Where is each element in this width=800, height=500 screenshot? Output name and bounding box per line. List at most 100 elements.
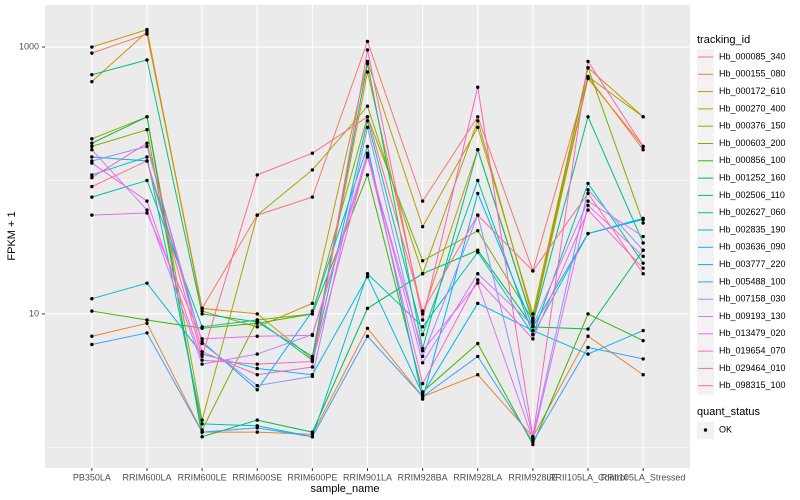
data-point [420,361,425,365]
data-point [90,195,94,199]
data-point [145,178,149,183]
data-point [310,168,315,172]
data-point [641,357,645,361]
data-point [200,309,204,313]
data-point [641,261,645,265]
data-point [476,281,480,285]
data-point [90,155,94,159]
data-point [476,354,480,359]
data-point [90,73,94,77]
data-point [641,266,645,270]
data-point [145,58,149,62]
data-point [420,199,425,203]
y-axis-label: FPKM + 1 [6,211,18,260]
data-point [200,325,204,329]
data-point [586,74,590,79]
data-point [90,161,94,165]
data-point [200,418,204,422]
data-point [365,70,370,74]
data-point [476,301,480,306]
data-point [365,306,370,311]
data-point [420,309,425,313]
data-point [476,213,480,217]
data-point [365,48,370,52]
data-point [90,141,94,145]
data-point [145,199,149,203]
data-point [641,144,645,149]
data-point [255,318,259,322]
data-point [255,352,259,356]
y-tick-label: 1000 [19,41,39,51]
data-point [586,352,590,356]
data-point [255,312,259,316]
data-point [255,373,259,377]
data-point [365,274,370,279]
data-point [641,241,645,245]
data-point [365,115,370,119]
data-point [476,125,480,130]
data-point [200,435,204,439]
x-tick-label: RRIM600PE [287,472,337,482]
data-point [200,350,204,354]
data-point [531,318,535,322]
data-point [90,79,94,84]
x-tick-label: RRIM600LE [178,472,227,482]
legend-label: Hb_019654_070 [719,345,786,355]
legend-label: Hb_000856_100 [719,155,786,165]
legend-label: Hb_013479_020 [719,328,786,338]
data-point [90,213,94,217]
data-point [641,248,645,252]
data-point [476,250,480,254]
data-point [310,312,315,316]
data-point [586,334,590,338]
data-point [531,337,535,341]
data-point [641,254,645,259]
data-point [200,312,204,316]
x-tick-label: RRII105LA_Control [549,472,627,482]
data-point [586,191,590,196]
data-point [145,208,149,212]
data-point [200,337,204,341]
x-tick-label: RRIM600LA [122,472,171,482]
data-point [420,394,425,399]
data-point [420,312,425,316]
x-tick-label: RRIM928LA [453,472,502,482]
data-point [365,334,370,338]
data-point [365,173,370,177]
legend-label: Hb_003777_220 [719,259,786,269]
data-point [90,175,94,180]
data-point [255,418,259,422]
data-point [310,301,315,306]
data-point [365,326,370,330]
data-point [420,332,425,337]
data-point [90,309,94,313]
data-point [476,229,480,233]
data-point [641,221,645,225]
data-point [365,61,370,66]
data-point [310,309,315,313]
data-point [641,234,645,239]
data-point [200,354,204,359]
data-point [531,269,535,273]
data-point [641,115,645,119]
data-point [586,188,590,192]
data-point [200,358,204,362]
data-point [90,144,94,149]
data-point [476,178,480,183]
data-point [420,392,425,396]
legend-key-point [703,428,708,432]
data-point [586,208,590,212]
data-point [641,272,645,276]
data-point [200,422,204,426]
data-point [641,373,645,377]
data-point [641,328,645,333]
data-point [476,191,480,196]
data-point [310,354,315,359]
x-tick-label: RRII105LA_Stressed [601,472,686,482]
legend: Hb_000085_340 Hb_000155_080 Hb_000172_610 H… [697,49,786,439]
y-tick-label: 10 [29,308,39,318]
data-point [586,59,590,64]
data-point [200,341,204,346]
data-point [420,318,425,322]
data-point [365,104,370,108]
